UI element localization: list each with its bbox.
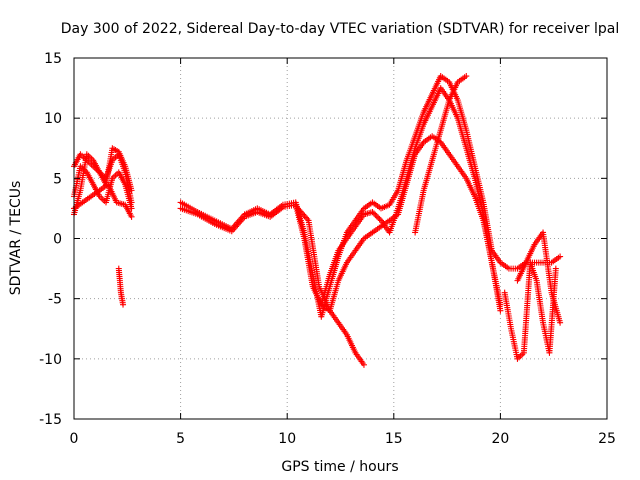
- data-point-track-e: [557, 253, 564, 260]
- series-track-h: [318, 301, 367, 368]
- series-track-k: [514, 229, 564, 326]
- data-point-track-k: [557, 319, 564, 326]
- y-axis-label: SDTVAR / TECUs: [8, 181, 24, 296]
- y-tick-label: -15: [39, 412, 62, 428]
- data-point-track-f: [370, 210, 377, 217]
- y-tick-label: -5: [48, 292, 62, 308]
- y-tick-label: 10: [44, 111, 62, 127]
- y-tick-label: 15: [44, 51, 62, 67]
- x-tick-label: 15: [385, 431, 403, 447]
- series-track-d: [71, 181, 135, 220]
- x-tick-label: 5: [176, 431, 185, 447]
- data-point-track-h: [360, 361, 367, 368]
- axis-ticks: 0 5 10 15 20 25 -15 -10 -5 0 5 10 15: [39, 51, 616, 447]
- data-point-track-c: [128, 199, 135, 206]
- data-point-track-f: [372, 211, 379, 218]
- y-tick-label: -10: [39, 352, 62, 368]
- data-point-track-f: [369, 209, 376, 216]
- data-point-track-f: [376, 216, 383, 223]
- chart-title: Day 300 of 2022, Sidereal Day-to-day VTE…: [61, 21, 619, 37]
- data-point-track-i: [463, 73, 470, 80]
- series-isolated: [115, 265, 127, 308]
- series-track-i: [412, 73, 470, 236]
- series-track-c: [71, 151, 135, 206]
- data-point-track-f: [373, 213, 380, 220]
- x-axis-label: GPS time / hours: [281, 459, 398, 475]
- data-point-isolated: [120, 301, 127, 308]
- grid-lines: [74, 58, 607, 419]
- x-tick-label: 0: [70, 431, 79, 447]
- y-tick-label: 0: [53, 232, 62, 248]
- data-marks: [71, 73, 564, 368]
- x-tick-label: 20: [491, 431, 509, 447]
- data-point-track-d: [128, 213, 135, 220]
- x-tick-label: 25: [598, 431, 616, 447]
- y-tick-label: 5: [53, 171, 62, 187]
- x-tick-label: 10: [278, 431, 296, 447]
- series-track-g: [294, 133, 504, 314]
- data-point-track-g: [497, 307, 504, 314]
- data-point-track-j: [552, 265, 559, 272]
- data-point-track-f: [375, 214, 382, 221]
